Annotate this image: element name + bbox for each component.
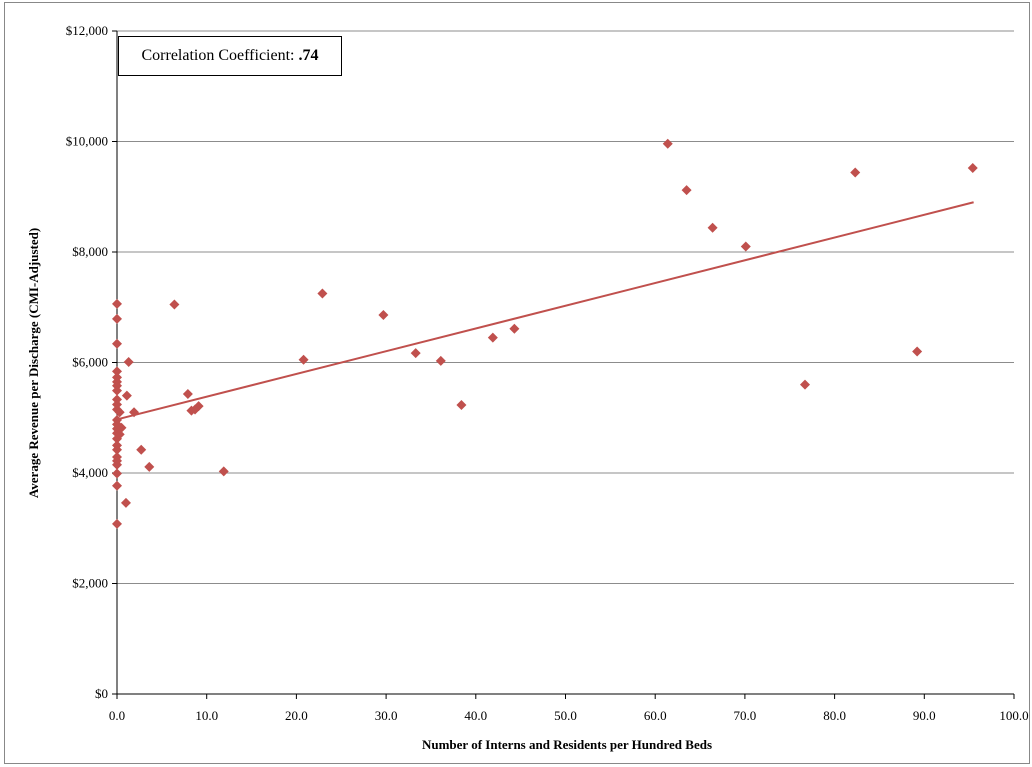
- data-point: [218, 466, 229, 477]
- data-point: [182, 388, 193, 399]
- data-point: [487, 332, 498, 343]
- correlation-annotation: Correlation Coefficient: .74: [118, 36, 342, 76]
- data-point: [317, 288, 328, 299]
- y-tick-label: $6,000: [72, 355, 108, 370]
- y-tick-label: $8,000: [72, 244, 108, 259]
- x-axis-title: Number of Interns and Residents per Hund…: [422, 737, 712, 752]
- x-tick-label: 80.0: [823, 708, 846, 723]
- chart-frame: [4, 2, 1030, 764]
- y-axis-title: Average Revenue per Discharge (CMI-Adjus…: [26, 228, 41, 498]
- data-point: [112, 444, 122, 455]
- trendline: [116, 201, 974, 421]
- data-point: [681, 185, 692, 196]
- data-point: [129, 407, 140, 418]
- data-point: [112, 480, 122, 491]
- data-point: [112, 313, 122, 324]
- data-point: [799, 379, 810, 390]
- data-point: [114, 429, 125, 440]
- trendline-layer: [116, 201, 974, 421]
- gridlines: [117, 30, 1014, 584]
- data-point: [112, 366, 122, 377]
- y-tick-label: $4,000: [72, 465, 108, 480]
- data-point: [112, 385, 122, 396]
- x-tick-label: 40.0: [464, 708, 487, 723]
- axes: [112, 30, 1015, 699]
- data-point: [114, 407, 125, 418]
- data-point: [378, 309, 389, 320]
- data-point: [112, 459, 122, 470]
- data-point: [193, 401, 204, 412]
- x-tick-label: 0.0: [109, 708, 125, 723]
- data-point: [435, 355, 446, 366]
- x-tick-label: 20.0: [285, 708, 308, 723]
- correlation-value: .74: [298, 47, 319, 64]
- x-tick-label: 30.0: [375, 708, 398, 723]
- data-point: [740, 241, 751, 252]
- data-point: [169, 299, 180, 310]
- data-point: [112, 298, 122, 309]
- y-tick-label: $10,000: [66, 134, 108, 149]
- data-point: [410, 348, 421, 359]
- data-point: [112, 518, 122, 529]
- data-point: [120, 497, 131, 508]
- data-point: [136, 444, 147, 455]
- data-point: [967, 163, 978, 174]
- data-point: [850, 167, 861, 178]
- data-point: [456, 400, 467, 411]
- x-tick-label: 10.0: [195, 708, 218, 723]
- data-point: [298, 354, 309, 365]
- data-point: [123, 356, 134, 367]
- x-tick-label: 100.0: [999, 708, 1028, 723]
- x-tick-label: 60.0: [644, 708, 667, 723]
- data-point: [121, 390, 132, 401]
- x-tick-label: 90.0: [913, 708, 936, 723]
- data-point: [707, 222, 718, 233]
- data-point: [509, 323, 520, 334]
- data-points: [112, 138, 978, 529]
- y-tick-labels: $0 $2,000 $4,000 $6,000 $8,000 $10,000 $12,000: [66, 23, 108, 701]
- y-tick-label: $12,000: [66, 23, 108, 38]
- data-point: [112, 468, 122, 479]
- data-point: [912, 346, 923, 357]
- correlation-label: Correlation Coefficient:: [141, 47, 295, 64]
- data-point: [112, 338, 122, 349]
- x-tick-labels: 0.0 10.0 20.0 30.0 40.0 50.0 60.0 70.0 80.0 90.0 1…: [109, 708, 1029, 723]
- data-point: [144, 461, 155, 472]
- x-tick-label: 70.0: [734, 708, 757, 723]
- data-point: [662, 138, 673, 149]
- y-tick-label: $0: [95, 686, 108, 701]
- x-tick-label: 50.0: [554, 708, 577, 723]
- y-tick-label: $2,000: [72, 576, 108, 591]
